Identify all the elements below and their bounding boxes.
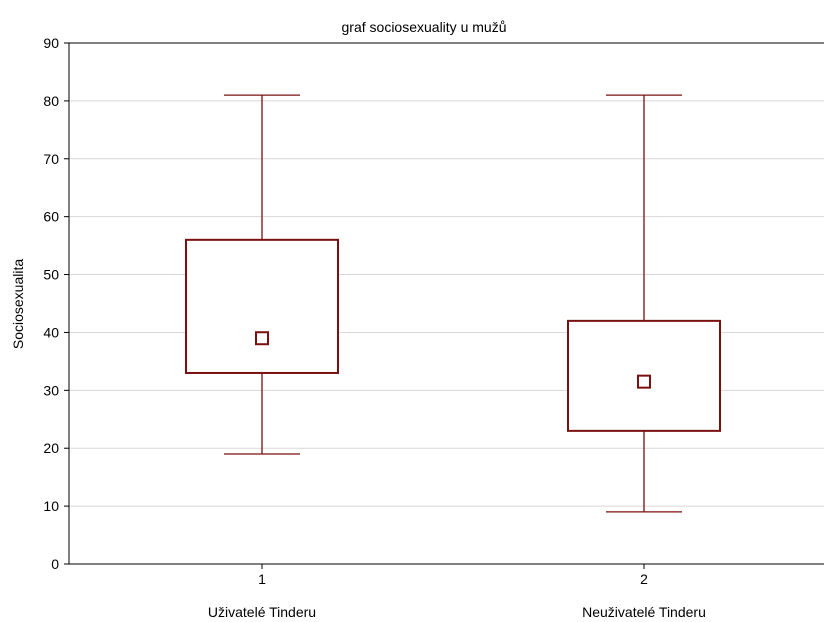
y-tick-label: 80 (43, 93, 59, 109)
box-series (185, 94, 721, 513)
y-tick-label: 20 (43, 440, 59, 456)
box-2 (567, 94, 721, 513)
category-label: Uživatelé Tinderu (208, 604, 316, 620)
y-tick-label: 10 (43, 498, 59, 514)
category-label: Neuživatelé Tinderu (582, 604, 706, 620)
grid-lines (69, 100, 824, 507)
median-marker (637, 374, 651, 389)
y-axis-label: Sociosexualita (10, 259, 26, 349)
y-tick-label: 50 (43, 267, 59, 283)
y-tick-label: 90 (43, 35, 59, 51)
x-tick-label: 2 (640, 571, 648, 587)
box-1 (185, 94, 339, 455)
box-iqr (185, 238, 339, 374)
axes: 0 10 20 30 40 50 60 70 80 90 1 Uživatelé Tinderu 2 Ne… (43, 35, 824, 620)
y-tick-label: 60 (43, 209, 59, 225)
y-tick-label: 40 (43, 324, 59, 340)
x-tick-label: 1 (258, 571, 266, 587)
y-tick-label: 70 (43, 151, 59, 167)
chart-title: graf sociosexuality u mužů (342, 19, 507, 35)
median-marker (255, 331, 269, 346)
y-tick-label: 0 (51, 556, 59, 572)
y-tick-label: 30 (43, 382, 59, 398)
